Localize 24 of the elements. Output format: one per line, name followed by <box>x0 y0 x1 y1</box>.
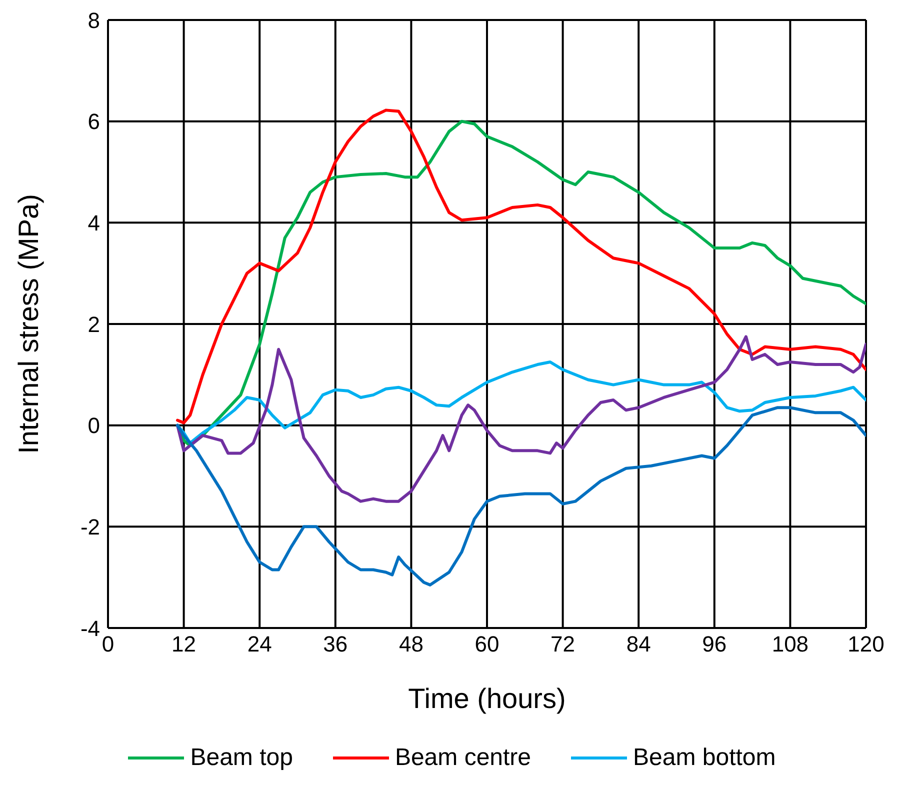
line-series <box>176 406 866 586</box>
x-axis-title: Time (hours) <box>408 683 566 714</box>
x-tick-label: 12 <box>172 632 196 657</box>
y-tick-label: 0 <box>88 413 100 438</box>
y-tick-label: 8 <box>88 8 100 33</box>
y-tick-label: -2 <box>80 514 100 540</box>
legend-label: Beam bottom <box>633 744 776 772</box>
x-tick-label: 108 <box>772 632 809 657</box>
x-tick-label: 60 <box>474 632 500 657</box>
y-tick-label: -4 <box>80 616 100 641</box>
line-series <box>176 335 866 503</box>
y-tick-label: 6 <box>88 109 100 134</box>
x-tick-label: 84 <box>626 632 651 657</box>
x-tick-label: 24 <box>247 632 272 657</box>
x-tick-label: 36 <box>323 632 348 657</box>
x-tick-label: 120 <box>848 632 884 657</box>
x-tick-label: 48 <box>398 632 424 657</box>
legend-label: Beam centre <box>394 744 532 772</box>
x-tick-label: 72 <box>550 632 576 657</box>
y-axis-title: Internal stress (MPa) <box>12 194 44 454</box>
y-tick-label: 4 <box>88 210 100 236</box>
x-tick-label: 96 <box>702 632 727 657</box>
legend-label: Beam top <box>190 744 293 772</box>
y-tick-label: 2 <box>88 312 100 337</box>
